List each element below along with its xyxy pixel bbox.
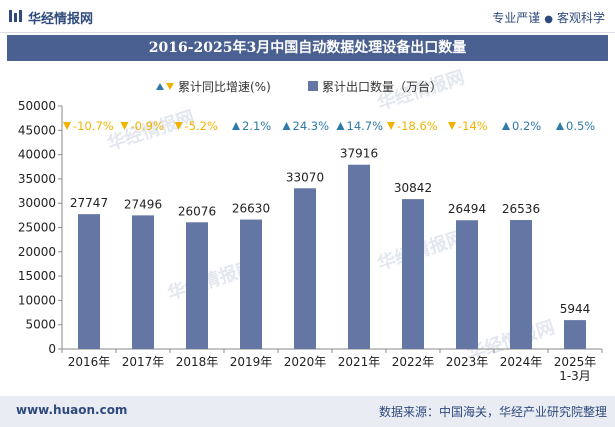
- growth-up-icon-9: [556, 122, 564, 130]
- logo-icon: [9, 10, 22, 22]
- legend-bar-label: 累计出口数量（万台）: [322, 79, 442, 94]
- header-bar: 华经情报网 专业严谨 ● 客观科学: [0, 0, 615, 33]
- growth-label-2: -5.2%: [185, 119, 218, 133]
- dot-icon: ●: [544, 14, 553, 25]
- legend-growth-down-icon: [166, 83, 174, 90]
- bar-0: [78, 214, 100, 349]
- growth-label-3: 2.1%: [242, 119, 271, 133]
- y-tick-label-5: 25000: [18, 221, 56, 235]
- y-tick-label-3: 15000: [18, 269, 56, 283]
- footer-url[interactable]: www.huaon.com: [16, 403, 128, 417]
- growth-label-9: 0.5%: [566, 119, 595, 133]
- growth-down-icon-7: [448, 122, 456, 130]
- legend-growth-label: 累计同比增速(%): [178, 80, 271, 94]
- y-tick-label-8: 40000: [18, 148, 56, 162]
- x-tick-label-3: 2019年: [230, 355, 273, 369]
- tagline-right: 客观科学: [556, 11, 605, 25]
- y-tick-label-9: 45000: [18, 123, 56, 137]
- bar-value-label-7: 26494: [448, 202, 486, 216]
- growth-label-7: -14%: [458, 119, 488, 133]
- legend: 累计同比增速(%) 累计出口数量（万台）: [156, 79, 442, 94]
- bar-value-label-6: 30842: [394, 181, 432, 195]
- growth-label-8: 0.2%: [512, 119, 541, 133]
- bar-value-label-0: 27747: [70, 196, 108, 210]
- x-tick-label-5: 2021年: [338, 355, 381, 369]
- bar-2: [186, 222, 208, 349]
- footer-source: 数据来源：中国海关，华经产业研究院整理: [378, 405, 607, 419]
- growth-label-6: -18.6%: [397, 119, 438, 133]
- growth-down-icon-2: [174, 122, 183, 130]
- bar-8: [510, 220, 532, 349]
- legend-bar-swatch: [308, 81, 318, 91]
- bar-4: [294, 188, 316, 349]
- bar-value-label-2: 26076: [178, 204, 216, 218]
- bar-3: [240, 219, 262, 349]
- chart: 华经情报网华经情报网华经情报网华经情报网华经情报网 累计同比增速(%) 累计出口…: [18, 66, 603, 383]
- legend-growth-up-icon: [156, 83, 164, 90]
- bar-5: [348, 164, 370, 349]
- chart-title: 2016-2025年3月中国自动数据处理设备出口数量: [7, 35, 608, 61]
- y-tick-label-4: 20000: [18, 245, 56, 259]
- growth-down-icon-0: [63, 122, 71, 130]
- y-tick-label-6: 30000: [18, 196, 56, 210]
- tagline-left: 专业严谨: [492, 11, 541, 25]
- bar-6: [402, 199, 424, 349]
- footer: www.huaon.com 数据来源：中国海关，华经产业研究院整理: [0, 396, 615, 427]
- bar-7: [456, 220, 478, 349]
- y-tick-label-0: 0: [48, 342, 56, 356]
- brand-name: 华经情报网: [28, 12, 94, 27]
- bar-value-label-3: 26630: [232, 202, 270, 216]
- growth-up-icon-4: [282, 122, 291, 130]
- growth-label-4: 24.3%: [293, 119, 330, 133]
- growth-labels: -10.7% -0.9% -5.2% 2.1% 24.3% 14.7% -18.6% -14%…: [63, 119, 595, 133]
- y-tick-label-10: 50000: [18, 99, 56, 113]
- growth-down-icon-1: [120, 122, 129, 130]
- y-axis: 0 5000 10000 15000 20000 25000 30000 35000 40000…: [18, 99, 602, 356]
- x-tick-label-7: 2023年: [446, 355, 489, 369]
- growth-label-0: -10.7%: [73, 119, 114, 133]
- bar-value-label-9: 5944: [560, 302, 591, 316]
- tagline: 专业严谨 ● 客观科学: [492, 9, 605, 26]
- bar-value-label-1: 27496: [124, 197, 162, 211]
- y-tick-label-1: 5000: [25, 318, 56, 332]
- bar-value-label-8: 26536: [502, 202, 540, 216]
- y-tick-label-7: 35000: [18, 172, 56, 186]
- x-tick-label-1: 2017年: [122, 355, 165, 369]
- y-tick-label-2: 10000: [18, 293, 56, 307]
- x-tick-label-8: 2024年: [500, 355, 543, 369]
- growth-up-icon-3: [232, 122, 240, 130]
- x-tick-label-2: 2018年: [176, 355, 219, 369]
- x-tick-label-6: 2022年: [392, 355, 435, 369]
- x-tick-label-0: 2016年: [68, 355, 111, 369]
- x-tick-label-4: 2020年: [284, 355, 327, 369]
- x-axis: 2016年 2017年 2018年 2019年 2020年 2021年 2022年 2023年…: [61, 349, 603, 383]
- growth-down-icon-6: [387, 122, 395, 130]
- bar-value-label-5: 37916: [340, 147, 378, 161]
- bar-value-label-4: 33070: [286, 170, 324, 184]
- bar-1: [132, 215, 154, 349]
- watermarks: 华经情报网华经情报网华经情报网华经情报网华经情报网: [105, 66, 557, 365]
- growth-up-icon-5: [336, 122, 345, 130]
- growth-up-icon-8: [502, 122, 510, 130]
- bars: 27747 27496 26076 26630 33070 37916 30842 26494…: [70, 147, 590, 349]
- growth-label-1: -0.9%: [131, 119, 164, 133]
- bar-9: [564, 320, 586, 349]
- x-tick-label-9: 2025年 1-3月: [554, 355, 597, 383]
- growth-label-5: 14.7%: [347, 119, 384, 133]
